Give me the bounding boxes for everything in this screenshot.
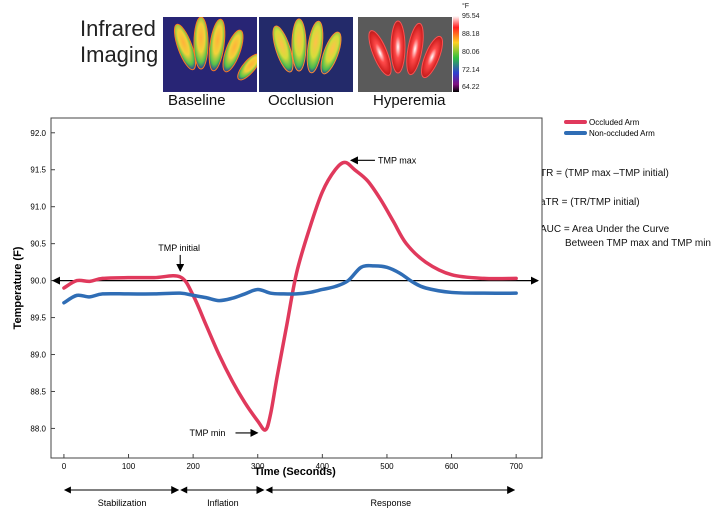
x-tick-label: 100	[122, 462, 136, 471]
baseline-arrow-left	[52, 276, 60, 285]
phase-arrow-start	[63, 486, 71, 494]
y-tick-label: 88.5	[30, 387, 46, 396]
y-tick-label: 91.5	[30, 166, 46, 175]
phase-arrow-start	[180, 486, 188, 494]
colorbar	[453, 16, 459, 92]
y-tick-label: 90.5	[30, 240, 46, 249]
infrared-image-occlusion	[259, 17, 353, 92]
x-tick-label: 0	[62, 462, 67, 471]
legend-label-occluded: Occluded Arm	[589, 118, 640, 127]
annotation-tmp-initial: TMP initial	[158, 243, 200, 253]
series-layer	[62, 160, 518, 432]
x-axis: 0 100 200 300 400 500 600 700	[62, 454, 523, 471]
phase-label: Stabilization	[98, 498, 147, 508]
infrared-image-hyperemia	[358, 17, 452, 92]
y-tick-label: 89.5	[30, 314, 46, 323]
y-tick-label: 91.0	[30, 203, 46, 212]
colorbar-tick: 95.54	[462, 13, 480, 20]
panel-label-occlusion: Occlusion	[268, 92, 334, 109]
note-tr: TR = (TMP max –TMP initial)	[540, 168, 669, 179]
hand-thermal-image	[259, 17, 353, 92]
colorbar-unit: °F	[462, 3, 470, 10]
note-auc-between: Between TMP max and TMP min	[565, 238, 711, 249]
baseline-axis	[52, 276, 539, 285]
colorbar-tick: 80.06	[462, 49, 480, 56]
y-axis-title: Temperature (F)	[12, 246, 24, 329]
x-tick-label: 200	[186, 462, 200, 471]
y-tick-label: 89.0	[30, 351, 46, 360]
phase-label: Response	[371, 498, 412, 508]
phase-arrow-start	[265, 486, 273, 494]
x-tick-label: 500	[380, 462, 394, 471]
y-tick-label: 90.0	[30, 277, 46, 286]
phase-label: Inflation	[207, 498, 239, 508]
colorbar-tick: 64.22	[462, 84, 480, 91]
infrared-title: Infrared Imaging	[80, 16, 158, 68]
plot-frame	[50, 117, 543, 459]
x-axis-title: Time (Seconds)	[254, 466, 336, 478]
phase-layer: Stabilization Inflation Response	[63, 486, 516, 508]
legend: Occluded Arm Non-occluded Arm	[564, 118, 655, 138]
note-auc: AUC = Area Under the Curve	[540, 224, 670, 235]
x-tick-label: 700	[509, 462, 523, 471]
y-tick-label: 88.0	[30, 424, 46, 433]
infrared-image-baseline	[163, 17, 257, 92]
series-line-occluded-arm	[62, 160, 518, 432]
annotation-tmp-max: TMP max	[378, 155, 417, 165]
infrared-title-line1: Infrared	[80, 16, 156, 41]
series-line-non-occluded-arm	[62, 263, 518, 305]
x-tick-label: 400	[316, 462, 330, 471]
infrared-title-line2: Imaging	[80, 42, 159, 67]
y-tick-label: 92.0	[30, 129, 46, 138]
x-tick-label: 300	[251, 462, 265, 471]
hand-thermal-image	[163, 17, 257, 92]
x-tick-label: 600	[445, 462, 459, 471]
annotation-tmp-min: TMP min	[189, 428, 225, 438]
annotation-layer: TMP initial TMP max TMP min	[158, 155, 417, 438]
panel-label-baseline: Baseline	[168, 92, 226, 109]
colorbar-tick: 72.14	[462, 67, 480, 74]
panel-label-hyperemia: Hyperemia	[373, 92, 446, 109]
colorbar-tick: 88.18	[462, 31, 480, 38]
y-axis: 88.0 88.5 89.0 89.5 90.0 90.5 91.0 91.5 92.0	[30, 129, 55, 433]
hand-thermal-image	[358, 17, 452, 92]
legend-label-non-occluded: Non-occluded Arm	[589, 129, 655, 138]
note-atr: aTR = (TR/TMP initial)	[540, 197, 640, 208]
